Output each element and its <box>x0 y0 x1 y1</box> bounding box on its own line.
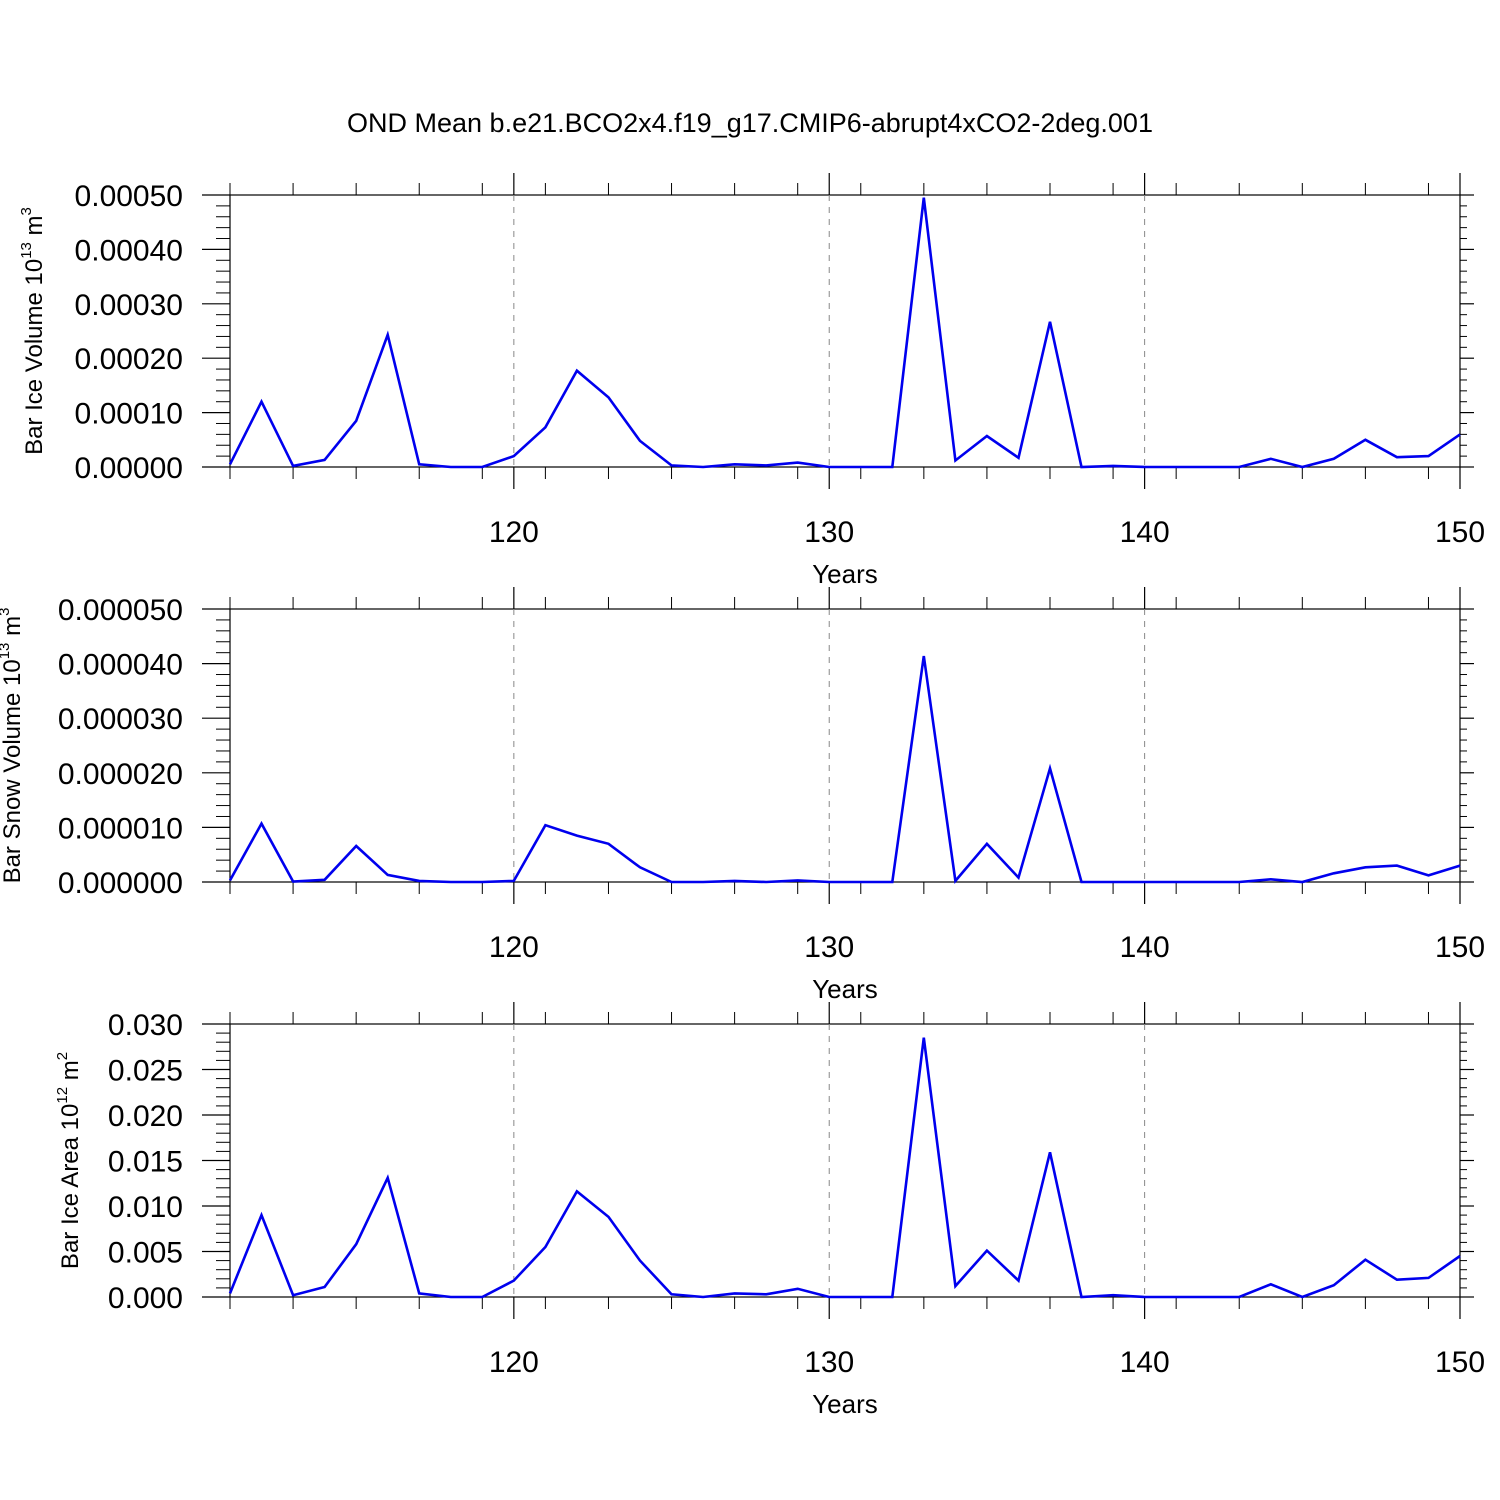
x-axis-label: Years <box>812 559 878 589</box>
y-tick-label: 0.000000 <box>58 867 183 900</box>
x-tick-label: 120 <box>489 931 539 964</box>
y-tick-label: 0.000030 <box>58 703 183 736</box>
series-line-1 <box>228 197 1461 469</box>
panels: 120 130 140 150 0.00000 0.00010 0.00020 0.00030… <box>0 173 1485 1419</box>
x-axis-label: Years <box>812 974 878 1004</box>
x-tick-label: 150 <box>1435 516 1485 549</box>
x-tick-label: 130 <box>804 516 854 549</box>
y-tick-label: 0.000050 <box>58 594 183 627</box>
x-tick-label: 140 <box>1120 931 1170 964</box>
y-tick-label: 0.030 <box>108 1009 183 1042</box>
plot-frame <box>229 608 1461 883</box>
x-tick-label: 130 <box>804 1346 854 1379</box>
y-tick-label: 0.020 <box>108 1100 183 1133</box>
x-tick-label: 120 <box>489 1346 539 1379</box>
y-tick-label: 0.015 <box>108 1146 183 1179</box>
x-tick-label: 130 <box>804 931 854 964</box>
y-tick-label: 0.00020 <box>75 343 183 376</box>
y-tick-label: 0.010 <box>108 1191 183 1224</box>
panel-3: 120 130 140 150 0.000 0.005 0.010 0.015 0.020 0.0… <box>54 1002 1485 1419</box>
y-tick-label: 0.025 <box>108 1055 183 1088</box>
x-tick-label: 140 <box>1120 516 1170 549</box>
series-line-1 <box>228 1037 1461 1299</box>
panel-1: 120 130 140 150 0.00000 0.00010 0.00020 0.00030… <box>18 173 1485 589</box>
y-tick-label: 0.000 <box>108 1282 183 1315</box>
plot-frame <box>229 1023 1461 1298</box>
series-line-1 <box>228 655 1461 884</box>
y-tick-label: 0.00050 <box>75 180 183 213</box>
y-tick-label: 0.000040 <box>58 649 183 682</box>
y-tick-label: 0.000010 <box>58 812 183 845</box>
panel-2: 120 130 140 150 0.000000 0.000010 0.000020 0.00… <box>0 587 1485 1004</box>
x-tick-label: 150 <box>1435 931 1485 964</box>
y-axis-label: Bar Snow Volume 1013 m3 <box>0 608 26 884</box>
y-tick-label: 0.00000 <box>75 452 183 485</box>
chart-title: OND Mean b.e21.BCO2x4.f19_g17.CMIP6-abru… <box>347 108 1153 138</box>
x-tick-label: 140 <box>1120 1346 1170 1379</box>
y-tick-label: 0.005 <box>108 1237 183 1270</box>
x-tick-label: 150 <box>1435 1346 1485 1379</box>
y-tick-label: 0.00010 <box>75 398 183 431</box>
y-tick-label: 0.00030 <box>75 289 183 322</box>
y-tick-label: 0.000020 <box>58 758 183 791</box>
y-axis-label: Bar Ice Volume 1013 m3 <box>18 207 48 455</box>
x-axis-label: Years <box>812 1389 878 1419</box>
y-axis-label: Bar Ice Area 1012 m2 <box>54 1052 84 1269</box>
plot-frame <box>229 194 1461 468</box>
x-tick-label: 120 <box>489 516 539 549</box>
y-tick-label: 0.00040 <box>75 234 183 267</box>
